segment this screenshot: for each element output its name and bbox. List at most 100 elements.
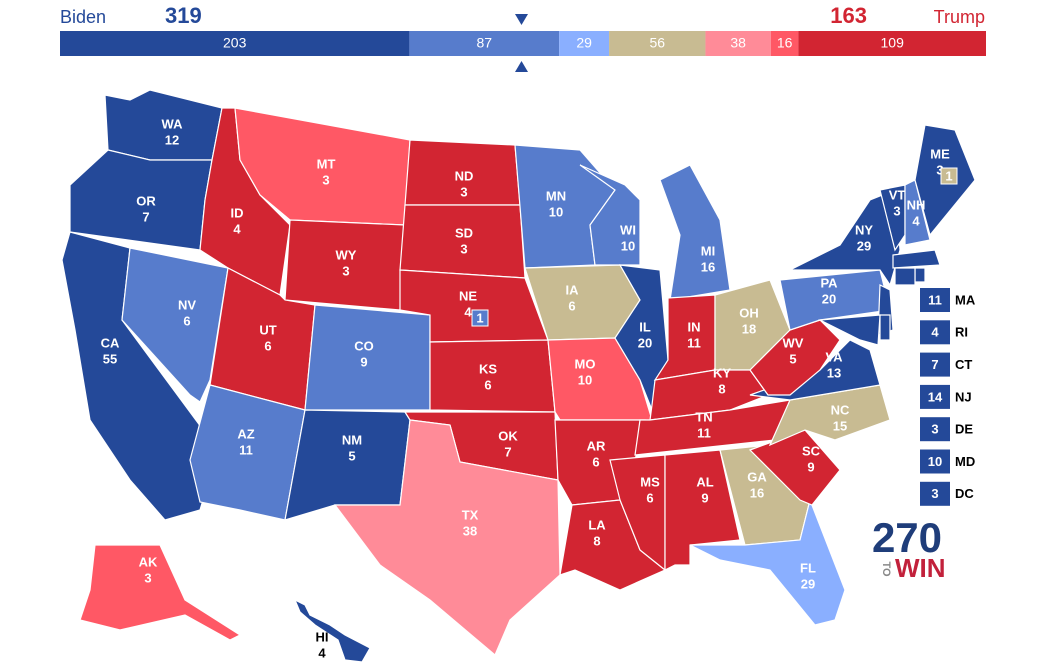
state-abbr: NC bbox=[831, 402, 850, 417]
bar-segment bbox=[409, 31, 560, 56]
state-votes: 11 bbox=[687, 335, 701, 350]
bar-label: 38 bbox=[730, 35, 746, 51]
state-votes: 20 bbox=[638, 335, 652, 350]
state-abbr: UT bbox=[259, 322, 276, 337]
state-votes: 11 bbox=[239, 442, 253, 457]
state-abbr: AK bbox=[139, 554, 158, 569]
bar-segment bbox=[705, 31, 771, 56]
state bbox=[79, 544, 242, 641]
state-abbr: ND bbox=[455, 168, 474, 183]
state-abbr: VA bbox=[825, 349, 843, 364]
state-votes: 6 bbox=[183, 313, 190, 328]
state-votes: 15 bbox=[833, 418, 847, 433]
state-votes: 29 bbox=[857, 238, 871, 253]
state bbox=[892, 249, 941, 269]
bar-segment bbox=[798, 31, 986, 56]
state-abbr: TN bbox=[695, 409, 712, 424]
logo-win: WIN bbox=[895, 553, 946, 583]
small-state-votes: 3 bbox=[931, 422, 938, 437]
district-box bbox=[471, 309, 489, 327]
state-abbr: AR bbox=[587, 438, 606, 453]
small-state-votes: 7 bbox=[931, 357, 938, 372]
state-votes: 5 bbox=[348, 448, 355, 463]
state-votes: 3 bbox=[144, 570, 151, 585]
state-abbr: MI bbox=[701, 243, 715, 258]
state-abbr: AL bbox=[696, 474, 713, 489]
state-votes: 13 bbox=[827, 365, 841, 380]
state-abbr: SD bbox=[455, 225, 473, 240]
state bbox=[293, 598, 371, 663]
state-votes: 4 bbox=[464, 304, 472, 319]
small-state-abbr: MD bbox=[955, 454, 975, 469]
state-votes: 3 bbox=[342, 263, 349, 278]
state-abbr: MS bbox=[640, 474, 660, 489]
state bbox=[894, 267, 916, 286]
marker-bottom bbox=[515, 61, 528, 72]
small-state-votes: 11 bbox=[928, 292, 942, 307]
state-abbr: WY bbox=[336, 247, 357, 262]
small-state-box bbox=[920, 384, 950, 409]
state-votes: 18 bbox=[742, 321, 756, 336]
state bbox=[609, 454, 666, 572]
state-votes: 55 bbox=[103, 351, 117, 366]
small-state-abbr: DE bbox=[955, 422, 973, 437]
small-states: 11 MA 4 RI 7 CT 14 NJ 3 DE 10 MD 3 DC bbox=[920, 288, 976, 506]
state-abbr: MN bbox=[546, 188, 566, 203]
small-state-abbr: CT bbox=[955, 357, 972, 372]
state-abbr: GA bbox=[747, 469, 767, 484]
state-votes: 3 bbox=[893, 203, 900, 218]
small-state-abbr: RI bbox=[955, 325, 968, 340]
state-abbr: PA bbox=[820, 275, 838, 290]
state bbox=[689, 498, 846, 626]
left-name: Biden bbox=[60, 7, 106, 27]
state-abbr: CA bbox=[101, 335, 120, 350]
state-abbr: AZ bbox=[237, 426, 254, 441]
state-votes: 9 bbox=[807, 459, 814, 474]
district-votes: 1 bbox=[476, 310, 483, 325]
state bbox=[779, 269, 891, 331]
state-votes: 6 bbox=[264, 338, 271, 353]
small-state-votes: 3 bbox=[931, 486, 938, 501]
states bbox=[61, 89, 976, 663]
state-votes: 29 bbox=[801, 576, 815, 591]
state-votes: 4 bbox=[233, 221, 241, 236]
small-state-votes: 4 bbox=[931, 325, 939, 340]
small-state-box bbox=[920, 417, 950, 442]
state-abbr: NH bbox=[907, 197, 926, 212]
bar-label: 56 bbox=[649, 35, 665, 51]
state-votes: 10 bbox=[578, 372, 592, 387]
state-votes: 3 bbox=[460, 184, 467, 199]
state-votes: 3 bbox=[936, 162, 943, 177]
state-abbr: NE bbox=[459, 288, 477, 303]
logo-number: 270 bbox=[872, 514, 942, 561]
small-state-box bbox=[920, 352, 950, 377]
state-votes: 16 bbox=[750, 485, 764, 500]
district-box bbox=[940, 167, 958, 185]
state-abbr: ME bbox=[930, 146, 950, 161]
state-votes: 4 bbox=[912, 213, 920, 228]
bar-segment bbox=[770, 31, 799, 56]
state-votes: 6 bbox=[592, 454, 599, 469]
state-votes: 7 bbox=[142, 209, 149, 224]
small-state-box bbox=[920, 449, 950, 474]
bar-segment bbox=[559, 31, 610, 56]
state-abbr: OH bbox=[739, 305, 759, 320]
small-state-abbr: MA bbox=[955, 292, 976, 307]
state-votes: 20 bbox=[822, 291, 836, 306]
bar-label: 16 bbox=[777, 35, 793, 51]
state-abbr: LA bbox=[588, 517, 606, 532]
state bbox=[614, 264, 669, 412]
state bbox=[333, 419, 561, 656]
state-votes: 3 bbox=[322, 172, 329, 187]
small-state-abbr: DC bbox=[955, 486, 974, 501]
state-abbr: WA bbox=[162, 116, 184, 131]
state bbox=[879, 314, 891, 341]
bar-segment bbox=[609, 31, 706, 56]
state-labels: WA12OR7CA55NV6ID4MT3WY3UT6AZ11CO9NM5ND3S… bbox=[101, 116, 958, 660]
state-abbr: KS bbox=[479, 361, 497, 376]
bar-label: 29 bbox=[576, 35, 592, 51]
state-abbr: NV bbox=[178, 297, 196, 312]
state-abbr: WV bbox=[783, 335, 804, 350]
small-state-box bbox=[920, 288, 950, 312]
